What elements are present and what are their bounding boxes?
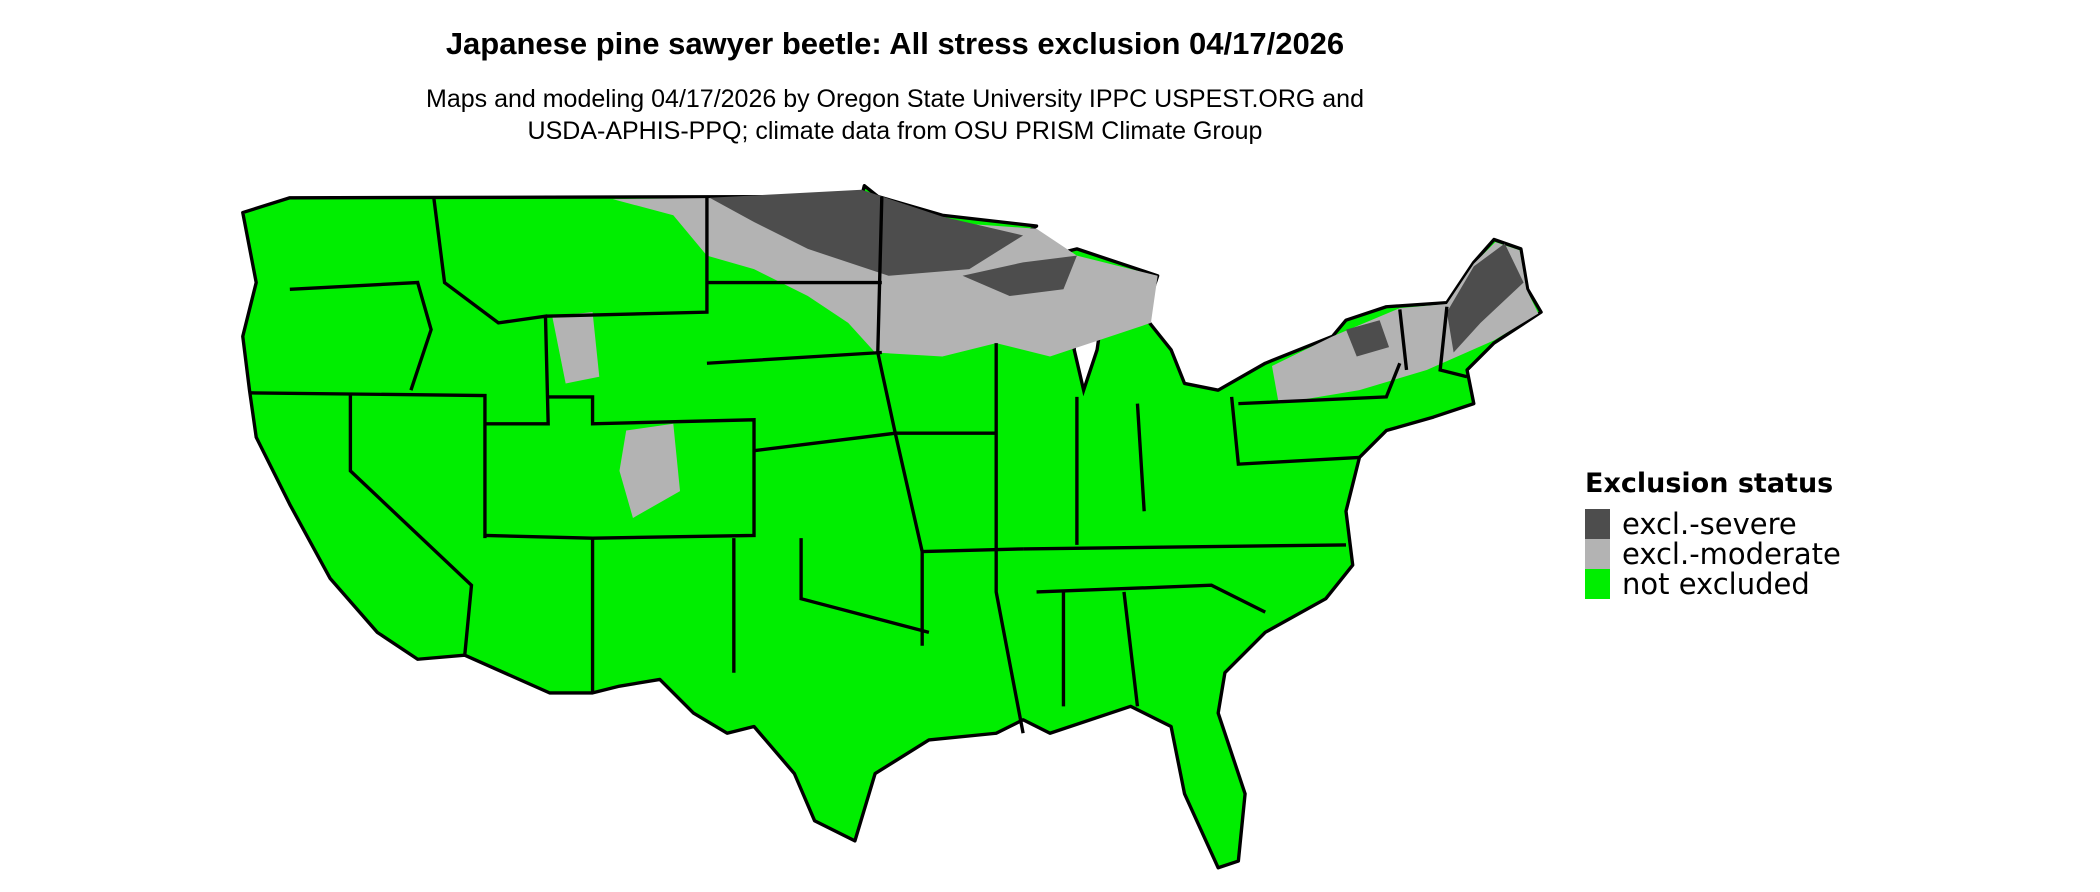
legend: Exclusion status excl.-severe excl.-mode…	[1585, 468, 1841, 599]
legend-item-severe: excl.-severe	[1585, 509, 1841, 539]
legend-label: excl.-severe	[1622, 507, 1797, 541]
legend-item-not-excluded: not excluded	[1585, 569, 1841, 599]
legend-swatch-not-excluded	[1585, 569, 1610, 599]
excl-moderate-rockies	[552, 312, 681, 518]
excl-severe-adirondacks	[1345, 320, 1390, 357]
excl-severe-northeast	[1446, 243, 1524, 353]
legend-label: excl.-moderate	[1622, 537, 1841, 571]
legend-swatch-moderate	[1585, 539, 1610, 569]
legend-item-moderate: excl.-moderate	[1585, 539, 1841, 569]
state-boundaries	[249, 196, 1468, 734]
legend-label: not excluded	[1622, 567, 1810, 601]
map-subtitle-line2: USDA-APHIS-PPQ; climate data from OSU PR…	[527, 117, 1263, 145]
map-subtitle-line1: Maps and modeling 04/17/2026 by Oregon S…	[426, 85, 1364, 113]
legend-title: Exclusion status	[1585, 468, 1834, 499]
excl-severe-north-central	[709, 189, 1024, 276]
legend-swatch-severe	[1585, 509, 1610, 539]
map-title: Japanese pine sawyer beetle: All stress …	[445, 26, 1345, 61]
excl-severe-upper-michigan	[962, 255, 1077, 296]
